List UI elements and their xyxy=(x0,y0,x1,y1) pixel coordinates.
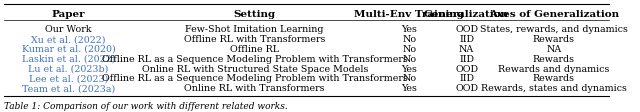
Text: Paper: Paper xyxy=(52,10,85,19)
Text: Yes: Yes xyxy=(401,64,417,73)
Text: Our Work: Our Work xyxy=(45,25,92,34)
Text: OOD: OOD xyxy=(455,25,478,34)
Text: Setting: Setting xyxy=(234,10,276,19)
Text: Rewards: Rewards xyxy=(533,74,575,83)
Text: Yes: Yes xyxy=(401,25,417,34)
Text: IID: IID xyxy=(459,74,474,83)
Text: IID: IID xyxy=(459,35,474,44)
Text: IID: IID xyxy=(459,54,474,63)
Text: Lee et al. (2023): Lee et al. (2023) xyxy=(29,74,108,83)
Text: Offline RL with Transformers: Offline RL with Transformers xyxy=(184,35,325,44)
Text: Table 1: Comparison of our work with different related works.: Table 1: Comparison of our work with dif… xyxy=(4,101,288,110)
Text: OOD: OOD xyxy=(455,64,478,73)
Text: Rewards, states and dynamics: Rewards, states and dynamics xyxy=(481,84,627,92)
Text: Online RL with Transformers: Online RL with Transformers xyxy=(184,84,325,92)
Text: Axes of Generalization: Axes of Generalization xyxy=(489,10,619,19)
Text: Lu et al. (2023b): Lu et al. (2023b) xyxy=(28,64,109,73)
Text: Offline RL as a Sequence Modeling Problem with Transformers: Offline RL as a Sequence Modeling Proble… xyxy=(102,54,408,63)
Text: NA: NA xyxy=(459,45,474,53)
Text: States, rewards, and dynamics: States, rewards, and dynamics xyxy=(480,25,628,34)
Text: Offline RL as a Sequence Modeling Problem with Transformers: Offline RL as a Sequence Modeling Proble… xyxy=(102,74,408,83)
Text: Laskin et al. (2022): Laskin et al. (2022) xyxy=(22,54,115,63)
Text: OOD: OOD xyxy=(455,84,478,92)
Text: Offline RL: Offline RL xyxy=(230,45,279,53)
Text: No: No xyxy=(402,35,416,44)
Text: Rewards and dynamics: Rewards and dynamics xyxy=(498,64,609,73)
Text: No: No xyxy=(402,54,416,63)
Text: Kumar et al. (2020): Kumar et al. (2020) xyxy=(22,45,115,53)
Text: No: No xyxy=(402,74,416,83)
Text: Team et al. (2023a): Team et al. (2023a) xyxy=(22,84,115,92)
Text: Few-Shot Imitation Learning: Few-Shot Imitation Learning xyxy=(186,25,324,34)
Text: NA: NA xyxy=(546,45,561,53)
Text: Generalization: Generalization xyxy=(424,10,509,19)
Text: No: No xyxy=(402,45,416,53)
Text: Rewards: Rewards xyxy=(533,54,575,63)
Text: Xu et al. (2022): Xu et al. (2022) xyxy=(31,35,106,44)
Text: Yes: Yes xyxy=(401,84,417,92)
Text: Multi-Env Training: Multi-Env Training xyxy=(354,10,464,19)
Text: Online RL with Structured State Space Models: Online RL with Structured State Space Mo… xyxy=(141,64,368,73)
Text: Rewards: Rewards xyxy=(533,35,575,44)
